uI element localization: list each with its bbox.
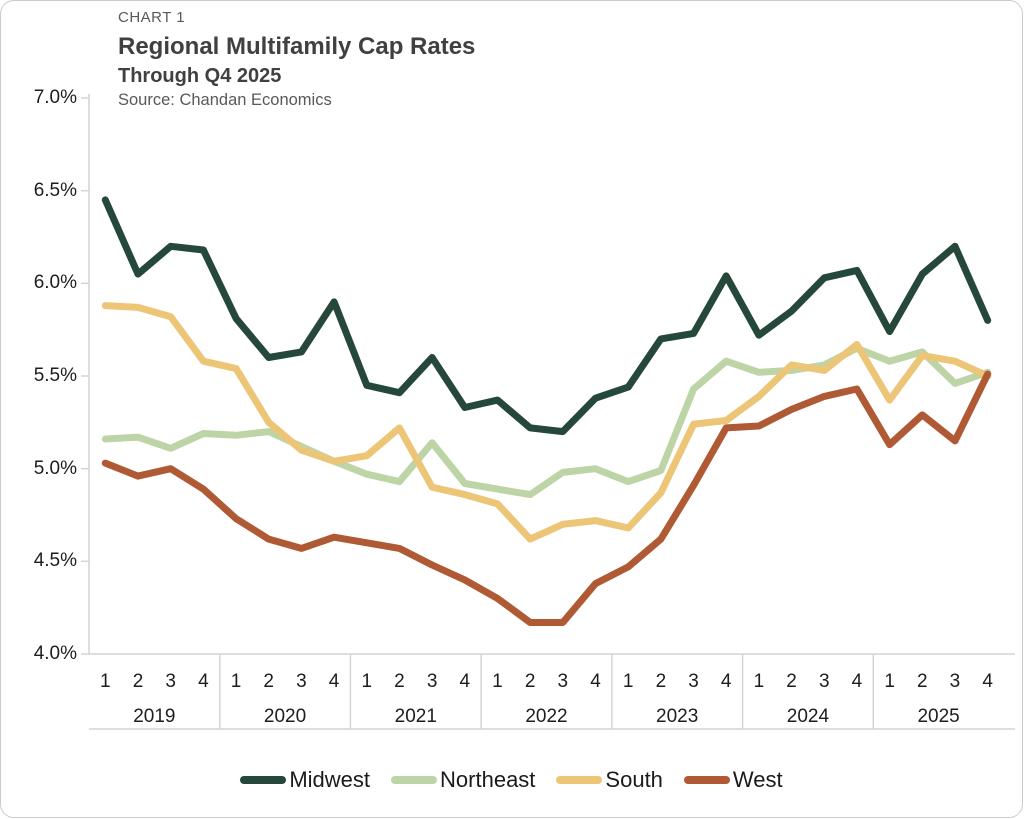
quarter-label: 4 bbox=[198, 671, 209, 692]
quarter-label: 3 bbox=[557, 671, 569, 692]
quarter-label: 1 bbox=[622, 671, 634, 692]
chart-subtitle: Through Q4 2025 bbox=[118, 65, 282, 87]
quarter-label: 4 bbox=[851, 671, 863, 692]
quarter-label: 4 bbox=[720, 671, 732, 692]
chart-title: Regional Multifamily Cap Rates bbox=[118, 33, 476, 60]
legend: Midwest Northeast South West bbox=[1, 767, 1022, 793]
y-axis-label: 5.5% bbox=[33, 365, 77, 386]
year-label: 2024 bbox=[786, 706, 830, 727]
chart-label: CHART 1 bbox=[118, 9, 186, 26]
quarter-label: 1 bbox=[361, 671, 373, 692]
quarter-label: 3 bbox=[165, 671, 176, 692]
y-axis-label: 6.5% bbox=[33, 179, 77, 201]
legend-swatch-south bbox=[556, 776, 603, 784]
chart-header: CHART 1 Regional Multifamily Cap Rates T… bbox=[118, 9, 475, 110]
chart-source: Source: Chandan Economics bbox=[118, 91, 332, 109]
legend-label: Northeast bbox=[440, 767, 536, 792]
quarter-label: 4 bbox=[459, 671, 471, 692]
quarter-label: 4 bbox=[328, 671, 340, 692]
series-line-west bbox=[101, 370, 992, 626]
quarter-label: 1 bbox=[884, 671, 895, 692]
series-line-south bbox=[101, 302, 992, 543]
y-axis-label: 7.0% bbox=[33, 87, 77, 108]
quarter-label: 1 bbox=[100, 671, 111, 692]
quarter-label: 2 bbox=[394, 671, 405, 692]
year-label: 2025 bbox=[917, 706, 960, 727]
quarter-label: 2 bbox=[917, 671, 928, 692]
legend-swatch-northeast bbox=[391, 776, 438, 784]
y-axis-label: 5.0% bbox=[33, 457, 77, 479]
legend-label: West bbox=[732, 767, 783, 792]
quarter-label: 3 bbox=[818, 671, 830, 692]
quarter-label: 4 bbox=[590, 671, 601, 692]
year-label: 2021 bbox=[394, 706, 437, 727]
quarter-label: 3 bbox=[296, 671, 307, 692]
quarter-label: 3 bbox=[688, 671, 699, 692]
quarter-label: 2 bbox=[524, 671, 536, 692]
legend-label: Midwest bbox=[289, 767, 371, 792]
legend-item-west: West bbox=[683, 767, 783, 793]
legend-item-midwest: Midwest bbox=[240, 767, 370, 793]
y-axis-label: 4.5% bbox=[33, 550, 77, 572]
quarter-label: 4 bbox=[982, 671, 993, 692]
quarter-label: 1 bbox=[753, 671, 765, 692]
year-label: 2023 bbox=[656, 706, 699, 727]
legend-label: South bbox=[605, 767, 663, 792]
series-line-midwest bbox=[101, 196, 992, 436]
y-axis-label: 6.0% bbox=[33, 272, 77, 294]
quarter-label: 1 bbox=[492, 671, 503, 692]
quarter-label: 3 bbox=[949, 671, 961, 692]
legend-swatch-west bbox=[683, 776, 730, 784]
quarter-label: 2 bbox=[132, 671, 144, 692]
year-label: 2020 bbox=[263, 706, 307, 727]
year-label: 2022 bbox=[525, 706, 568, 727]
legend-item-northeast: Northeast bbox=[391, 767, 535, 793]
quarter-label: 2 bbox=[655, 671, 667, 692]
quarter-label: 3 bbox=[426, 671, 438, 692]
quarter-label: 2 bbox=[263, 671, 274, 692]
legend-item-south: South bbox=[556, 767, 663, 793]
quarter-label: 2 bbox=[786, 671, 797, 692]
quarter-label: 1 bbox=[230, 671, 242, 692]
legend-swatch-midwest bbox=[240, 776, 287, 784]
year-label: 2019 bbox=[133, 706, 176, 727]
y-axis-label: 4.0% bbox=[33, 643, 77, 664]
